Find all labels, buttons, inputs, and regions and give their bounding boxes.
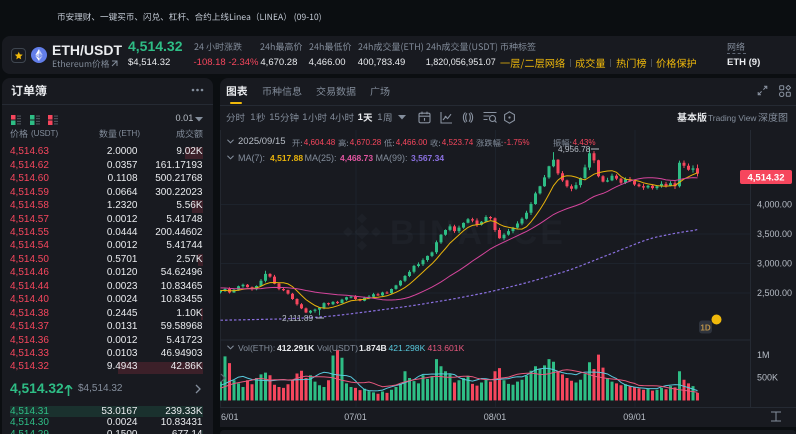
svg-text:2,111.89: 2,111.89 — [282, 313, 313, 323]
svg-text:08/01: 08/01 — [484, 412, 507, 422]
svg-text:3,000.00: 3,000.00 — [757, 259, 792, 269]
svg-text:6/01: 6/01 — [221, 412, 239, 422]
svg-text:2,500.00: 2,500.00 — [757, 288, 792, 298]
svg-text:1D: 1D — [700, 324, 710, 333]
svg-text:4,514.32: 4,514.32 — [748, 173, 785, 184]
svg-text:4,000.00: 4,000.00 — [757, 200, 792, 210]
svg-text:4,956.78: 4,956.78 — [558, 144, 591, 154]
svg-text:BINANCE: BINANCE — [390, 214, 566, 252]
svg-text:09/01: 09/01 — [623, 412, 646, 422]
svg-text:07/01: 07/01 — [344, 412, 367, 422]
svg-text:1M: 1M — [757, 350, 770, 360]
svg-text:500K: 500K — [757, 373, 778, 383]
svg-text:3,500.00: 3,500.00 — [757, 229, 792, 239]
